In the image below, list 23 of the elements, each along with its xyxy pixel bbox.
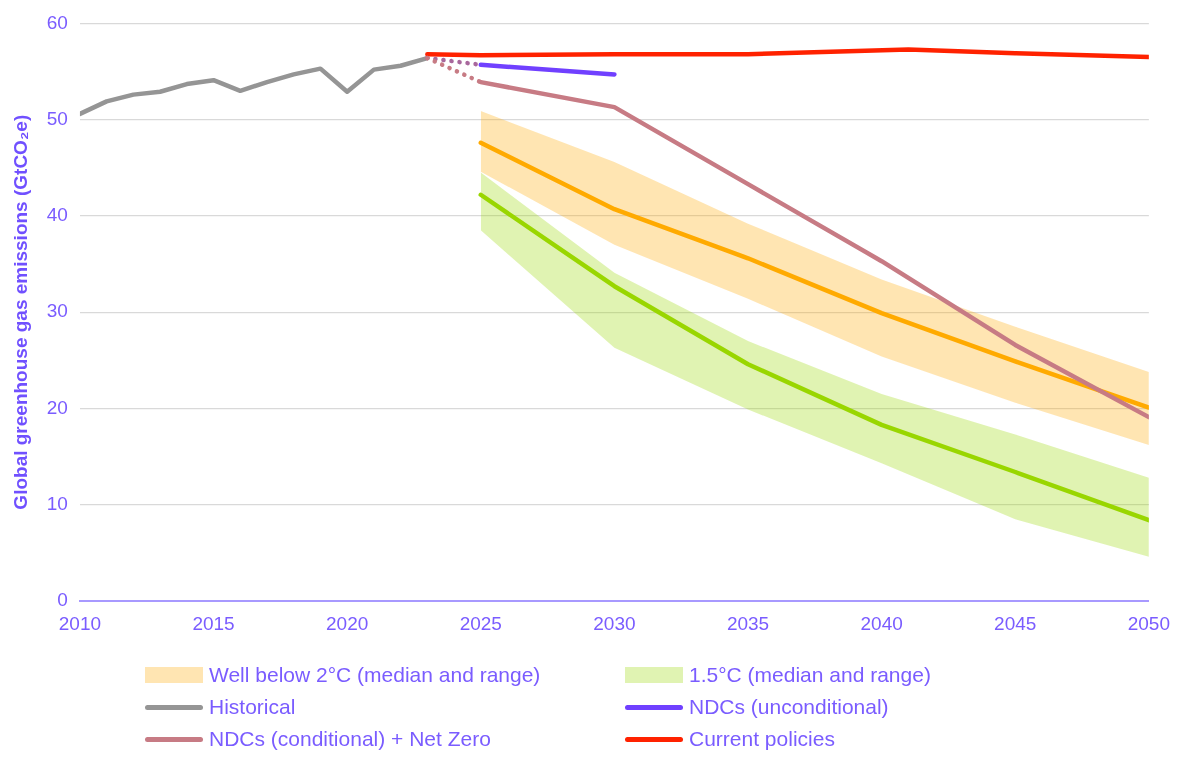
x-tick-label: 2030 (593, 612, 636, 634)
y-tick-label: 60 (46, 11, 68, 33)
x-tick-label: 2050 (1127, 612, 1171, 634)
y-tick-label: 50 (46, 107, 68, 129)
x-tick-label: 2015 (192, 612, 235, 634)
y-tick-label: 20 (46, 396, 68, 418)
y-tick-label: 0 (57, 589, 68, 611)
y-tick-label: 30 (46, 300, 68, 322)
x-tick-label: 2025 (459, 612, 502, 634)
x-tick-label: 2035 (726, 612, 770, 634)
legend-label: NDCs (conditional) + Net Zero (209, 727, 491, 751)
x-tick-label: 2020 (326, 612, 369, 634)
legend-label: 1.5°C (median and range) (689, 663, 931, 687)
legend-label: NDCs (unconditional) (689, 695, 889, 719)
x-tick-label: 2010 (58, 612, 102, 634)
y-tick-label: 40 (46, 204, 68, 226)
x-tick-label: 2040 (860, 612, 903, 634)
y-axis-title: Global greenhouse gas emissions (GtCO₂e) (9, 114, 31, 510)
legend-label: Well below 2°C (median and range) (209, 663, 541, 687)
x-tick-label: 2045 (994, 612, 1037, 634)
legend-label: Current policies (689, 727, 835, 751)
y-tick-label: 10 (46, 492, 68, 514)
legend-label: Historical (209, 695, 296, 719)
